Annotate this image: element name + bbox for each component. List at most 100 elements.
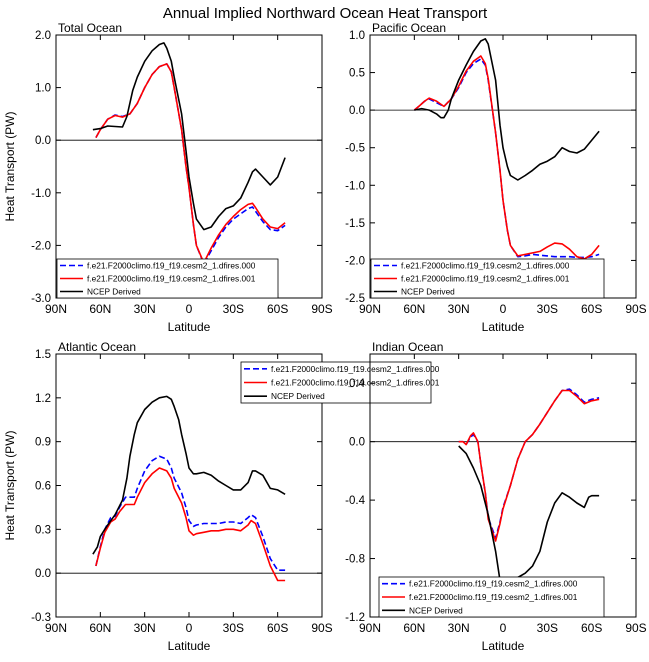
plot-frame	[369, 34, 637, 299]
x-axis-label: Latitude	[482, 320, 525, 334]
legend-box	[56, 258, 279, 299]
x-tick-label: 60N	[403, 302, 425, 316]
y-tick-label: -0.8	[345, 554, 365, 566]
panel-1: 90N 60N 30N 0 30S 60S 90S -2.5 -2.0 -1.5 -1.0 -0.5 0…	[345, 21, 647, 334]
x-tick-label: 90S	[625, 302, 646, 316]
panel-title: Indian Ocean	[372, 340, 443, 354]
y-tick-label: -2.5	[345, 293, 365, 305]
x-tick-label: 30S	[223, 621, 244, 635]
x-tick-label: 90N	[359, 621, 381, 635]
x-tick-label: 30N	[134, 621, 156, 635]
x-tick-label: 90N	[45, 302, 67, 316]
legend-label-1: f.e21.F2000climo.f19_f19.cesm2_1.dfires.…	[87, 274, 256, 284]
series-line-2	[458, 445, 600, 596]
series-line-0	[95, 455, 286, 572]
y-tick-label: 1.0	[349, 30, 365, 42]
x-tick-label: 60S	[581, 621, 602, 635]
series-line-2	[92, 42, 286, 231]
legend-label-1: f.e21.F2000climo.f19_f19.cesm2_1.dfires.…	[401, 274, 570, 284]
x-tick-label: 90S	[625, 621, 646, 635]
series-line-1	[413, 55, 600, 260]
series-line-2	[92, 395, 286, 555]
figure-title: Annual Implied Northward Ocean Heat Tran…	[163, 5, 488, 22]
y-tick-label: 1.5	[35, 349, 51, 361]
y-tick-label: -3.0	[31, 293, 51, 305]
legend-label-2: NCEP Derived	[409, 605, 463, 615]
legend-label-2: NCEP Derived	[87, 287, 141, 297]
legend-label-2: NCEP Derived	[401, 287, 455, 297]
y-tick-label: 0.9	[35, 437, 51, 449]
x-axis-label: Latitude	[482, 639, 525, 653]
x-tick-label: 60N	[403, 621, 425, 635]
legend: f.e21.F2000climo.f19_f19.cesm2_1.dfires.…	[240, 361, 440, 404]
legend-label-2: NCEP Derived	[271, 391, 325, 401]
panel-title: Pacific Ocean	[372, 21, 446, 35]
y-tick-label: 2.0	[35, 30, 51, 42]
y-tick-label: 0.0	[349, 437, 365, 449]
x-tick-label: 0	[500, 302, 507, 316]
y-tick-label: 0.6	[35, 481, 51, 493]
y-tick-label: 1.0	[35, 83, 51, 95]
x-tick-label: 90N	[359, 302, 381, 316]
y-tick-label: -2.0	[345, 255, 365, 267]
panel-2: 90N 60N 30N 0 30S 60S 90S -0.3 0.0 0.3 0.6 0.9 1.2 1.…	[3, 340, 440, 653]
legend-label-1: f.e21.F2000climo.f19_f19.cesm2_1.dfires.…	[409, 592, 578, 602]
y-tick-label: -1.5	[345, 218, 365, 230]
y-tick-label: 0.0	[35, 568, 51, 580]
x-tick-label: 90S	[311, 302, 332, 316]
x-tick-label: 90S	[311, 621, 332, 635]
x-tick-label: 30N	[134, 302, 156, 316]
legend-label-1: f.e21.F2000climo.f19_f19.cesm2_1.dfires.…	[271, 378, 440, 388]
panel-3: 90N 60N 30N 0 30S 60S 90S -1.2 -0.8 -0.4 0.0 0.4 Ind…	[345, 340, 647, 653]
x-tick-label: 0	[186, 621, 193, 635]
panel-0: 90N 60N 30N 0 30S 60S 90S -3.0 -2.0 -1.0 0.0 1.0 2.0…	[3, 21, 333, 334]
series-line-2	[414, 37, 600, 181]
y-axis-label: Heat Transport (PW)	[3, 430, 17, 540]
y-tick-label: 0.5	[349, 68, 365, 80]
legend-label-0: f.e21.F2000climo.f19_f19.cesm2_1.dfires.…	[87, 261, 256, 271]
x-tick-label: 30S	[223, 302, 244, 316]
panel-title: Atlantic Ocean	[58, 340, 136, 354]
y-tick-label: -0.3	[31, 612, 51, 624]
series-line-0	[458, 388, 600, 539]
y-tick-label: -0.4	[345, 495, 365, 507]
x-tick-label: 60S	[267, 621, 288, 635]
legend-box	[378, 576, 605, 618]
x-tick-label: 60S	[581, 302, 602, 316]
series-line-1	[458, 389, 600, 542]
x-axis-label: Latitude	[168, 639, 211, 653]
y-tick-label: 0.3	[35, 524, 51, 536]
legend-box	[240, 361, 432, 404]
series-line-1	[95, 467, 286, 582]
y-tick-label: 0.0	[35, 135, 51, 147]
legend: f.e21.F2000climo.f19_f19.cesm2_1.dfires.…	[378, 576, 605, 618]
legend: f.e21.F2000climo.f19_f19.cesm2_1.dfires.…	[56, 258, 279, 299]
x-tick-label: 60S	[267, 302, 288, 316]
x-tick-label: 30N	[448, 621, 470, 635]
y-axis-label: Heat Transport (PW)	[3, 111, 17, 221]
x-tick-label: 60N	[89, 621, 111, 635]
y-tick-label: -1.2	[345, 612, 365, 624]
legend-label-0: f.e21.F2000climo.f19_f19.cesm2_1.dfires.…	[271, 364, 440, 374]
x-axis-label: Latitude	[168, 320, 211, 334]
x-tick-label: 60N	[89, 302, 111, 316]
legend: f.e21.F2000climo.f19_f19.cesm2_1.dfires.…	[370, 258, 605, 299]
y-tick-label: 0.0	[349, 105, 365, 117]
y-tick-label: -2.0	[31, 240, 51, 252]
panel-title: Total Ocean	[58, 21, 122, 35]
x-tick-label: 0	[500, 621, 507, 635]
x-tick-label: 30S	[537, 302, 558, 316]
x-tick-label: 30S	[537, 621, 558, 635]
x-tick-label: 90N	[45, 621, 67, 635]
y-tick-label: -1.0	[345, 180, 365, 192]
y-tick-label: 1.2	[35, 393, 51, 405]
legend-label-0: f.e21.F2000climo.f19_f19.cesm2_1.dfires.…	[409, 579, 578, 589]
legend-box	[370, 258, 605, 299]
legend-label-0: f.e21.F2000climo.f19_f19.cesm2_1.dfires.…	[401, 261, 570, 271]
series-line-0	[95, 63, 286, 265]
series-line-1	[95, 63, 286, 264]
x-tick-label: 30N	[448, 302, 470, 316]
y-tick-label: 0.4	[349, 378, 366, 390]
x-tick-label: 0	[186, 302, 193, 316]
